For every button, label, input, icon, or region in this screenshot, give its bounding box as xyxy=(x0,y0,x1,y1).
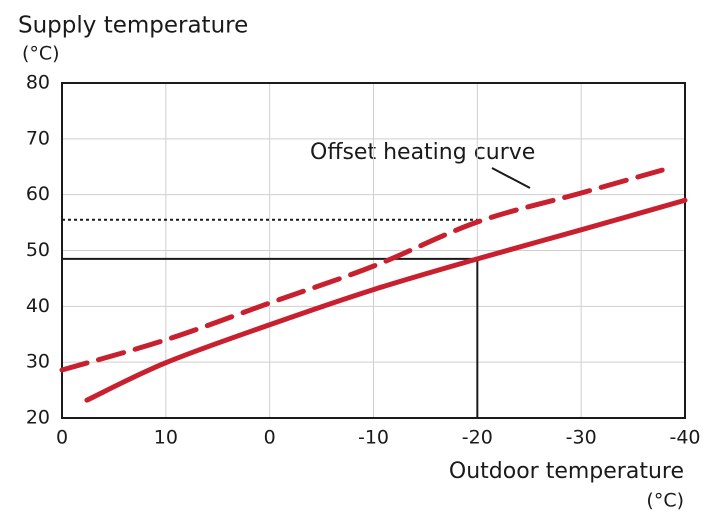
curve xyxy=(59,167,665,373)
y-tick-label: 50 xyxy=(26,239,50,261)
y-tick-label: 60 xyxy=(26,183,50,205)
plot-frame xyxy=(61,82,686,419)
y-tick-label: 20 xyxy=(26,407,50,429)
x-tick-label: 10 xyxy=(154,427,178,449)
chart-title: Supply temperature xyxy=(18,13,248,39)
x-label: Outdoor temperature xyxy=(449,459,684,484)
x-tick-label: 0 xyxy=(56,427,68,449)
annotation: Offset heating curve xyxy=(310,140,535,165)
x-tick-label: -30 xyxy=(566,427,597,449)
y-tick-label: 40 xyxy=(26,295,50,317)
y-tick-label: 80 xyxy=(26,72,50,94)
x-unit: (°C) xyxy=(646,490,684,512)
annotation-leader xyxy=(491,167,531,189)
x-tick-label: -20 xyxy=(462,427,493,449)
curve xyxy=(84,197,688,403)
y-tick-label: 30 xyxy=(26,351,50,373)
x-tick-label: -40 xyxy=(669,427,700,449)
x-tick-label: 0 xyxy=(264,427,276,449)
y-unit: (°C) xyxy=(22,43,60,65)
y-tick-label: 70 xyxy=(26,127,50,149)
x-tick-label: -10 xyxy=(358,427,389,449)
